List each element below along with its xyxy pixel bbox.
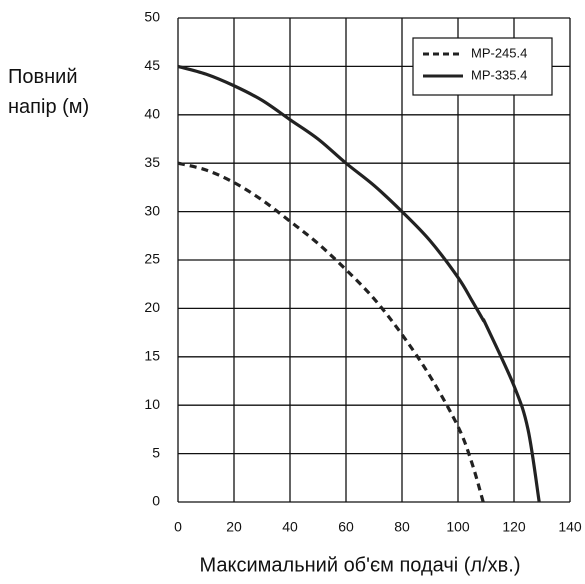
legend-label: MP-245.4	[471, 45, 527, 60]
y-tick-label: 25	[144, 251, 160, 267]
y-tick-label: 35	[144, 154, 160, 170]
y-tick-label: 0	[152, 493, 160, 509]
y-tick-label: 20	[144, 299, 160, 315]
x-tick-label: 100	[446, 519, 470, 535]
x-tick-label: 120	[502, 519, 526, 535]
y-tick-label: 15	[144, 348, 160, 364]
y-tick-label: 50	[144, 9, 160, 25]
legend-box	[412, 37, 553, 96]
x-tick-label: 80	[394, 519, 410, 535]
x-tick-label: 60	[338, 519, 354, 535]
y-axis-label: Повний напір (м)	[8, 66, 90, 118]
x-tick-label: 20	[226, 519, 242, 535]
y-tick-label: 40	[144, 106, 160, 122]
y-tick-label: 10	[144, 396, 160, 412]
y-tick-label: 45	[144, 57, 160, 73]
x-tick-label: 40	[282, 519, 298, 535]
y-tick-label: 30	[144, 202, 160, 218]
x-tick-label: 0	[174, 519, 182, 535]
legend-label: MP-335.4	[471, 67, 527, 82]
series-line	[177, 64, 541, 503]
y-tick-label: 5	[152, 444, 160, 460]
x-tick-label: 140	[558, 519, 582, 535]
series-line	[177, 161, 485, 503]
x-axis-label: Максимальний об'єм подачі (л/хв.)	[200, 554, 521, 576]
